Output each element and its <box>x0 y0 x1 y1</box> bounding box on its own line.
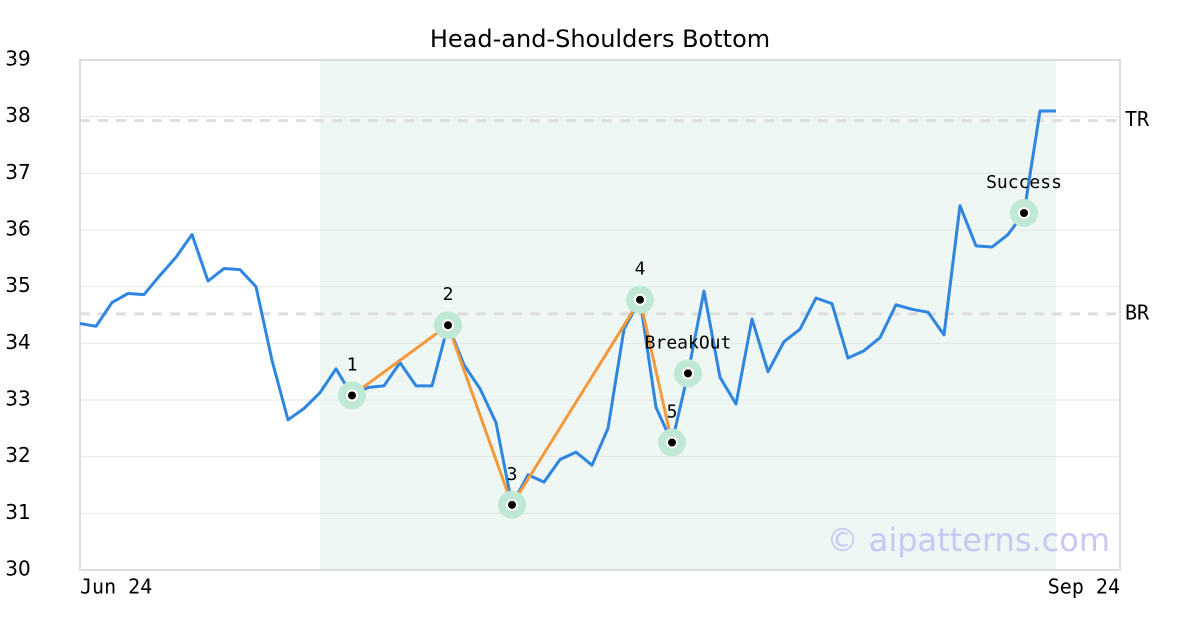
watermark: © aipatterns.com <box>827 521 1110 559</box>
point-dot <box>444 321 452 330</box>
x-tick-label: Sep 24 <box>1048 575 1120 599</box>
point-label: 4 <box>635 259 646 280</box>
point-dot <box>348 391 356 400</box>
y-tick-label: 34 <box>5 330 30 354</box>
point-label: Success <box>986 172 1062 193</box>
y-tick-label: 37 <box>5 160 30 184</box>
y-tick-label: 35 <box>5 273 30 297</box>
point-label: 5 <box>667 402 678 423</box>
y-tick-label: 36 <box>5 217 30 241</box>
point-label: 2 <box>443 284 454 305</box>
point-label: 3 <box>507 464 518 485</box>
plot-frame <box>79 59 1121 571</box>
x-tick-label: Jun 24 <box>80 575 152 599</box>
point-label: BreakOut <box>645 332 732 353</box>
price-line <box>79 109 1056 507</box>
point-dot <box>668 438 676 447</box>
y-tick-label: 33 <box>5 387 30 411</box>
level-label: TR <box>1125 107 1150 131</box>
point-dot <box>636 295 644 304</box>
point-label: 1 <box>347 354 358 375</box>
point-dot <box>508 500 516 509</box>
point-dot <box>684 369 692 378</box>
y-tick-label: 32 <box>5 443 30 467</box>
chart-title: Head-and-Shoulders Bottom <box>430 25 770 53</box>
point-dot <box>1020 209 1028 217</box>
y-tick-label: 38 <box>5 103 30 127</box>
y-tick-label: 39 <box>5 47 30 71</box>
y-tick-label: 31 <box>5 500 30 524</box>
level-label: BR <box>1125 300 1150 324</box>
y-tick-label: 30 <box>5 557 30 581</box>
